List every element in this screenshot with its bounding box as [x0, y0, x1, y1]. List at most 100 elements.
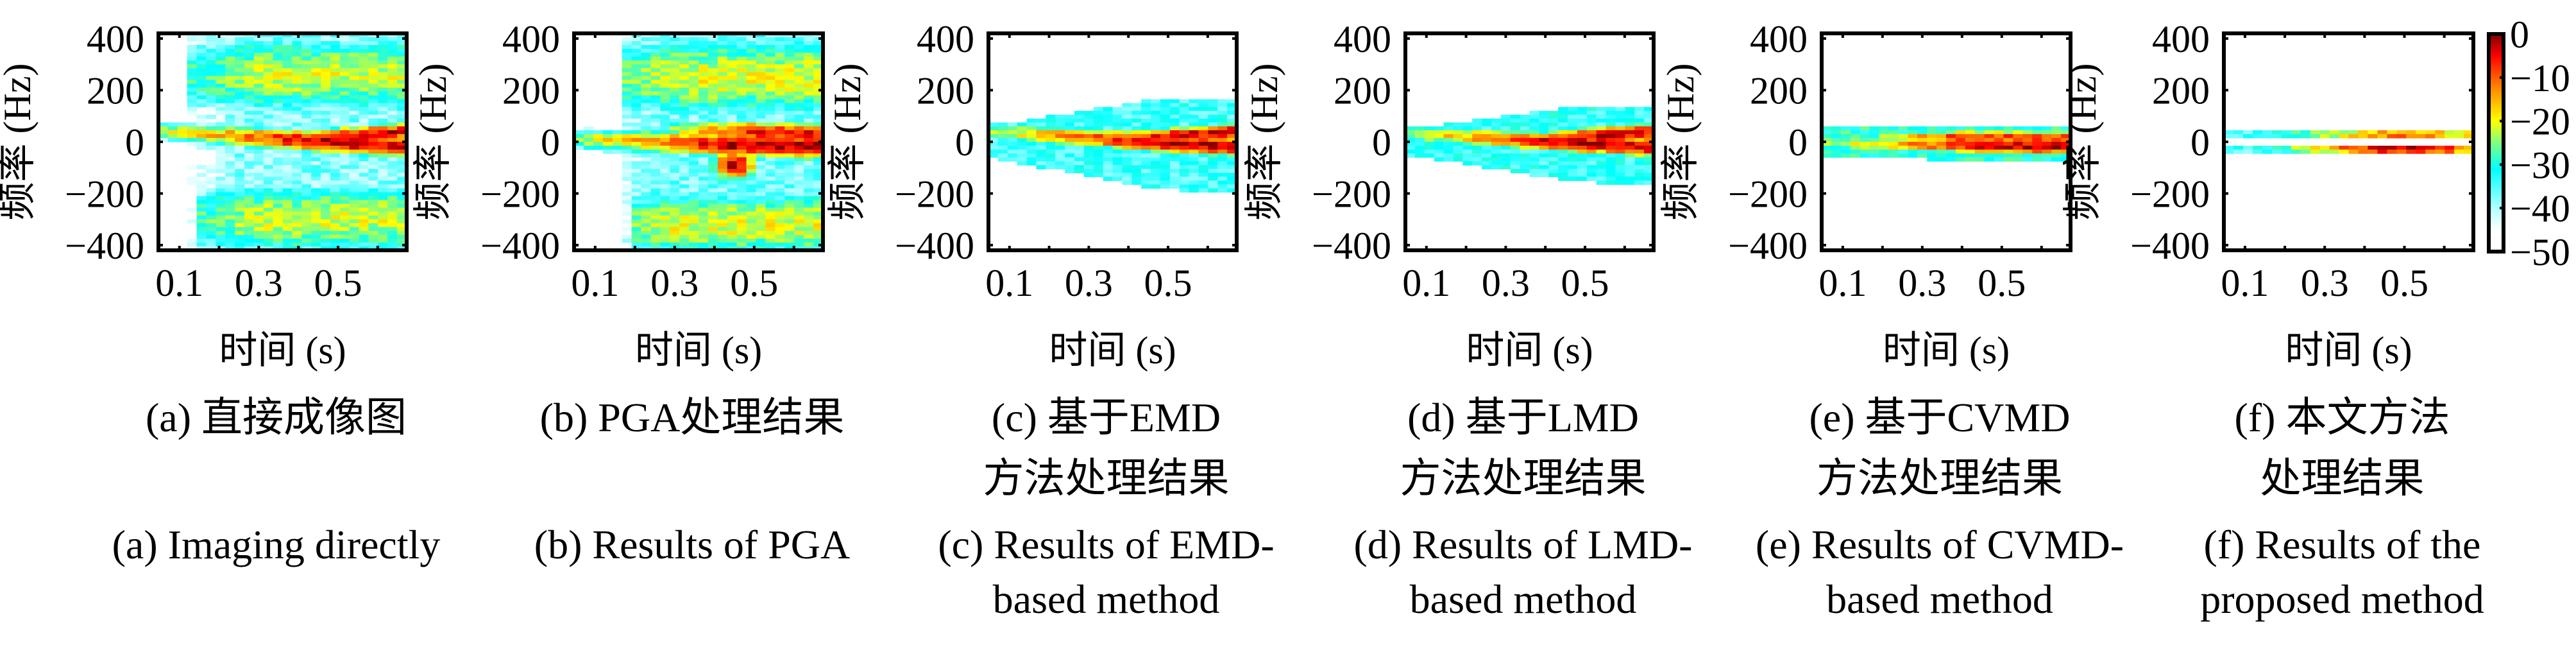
heatmap-cell — [679, 215, 690, 220]
heatmap-cell — [1644, 142, 1654, 146]
heatmap-cell — [263, 153, 274, 158]
y-tick-label: −200 — [2130, 173, 2210, 215]
heatmap-cell — [775, 173, 785, 177]
heatmap-cell — [727, 227, 738, 232]
heatmap-cell — [368, 200, 378, 205]
heatmap-cell — [813, 60, 824, 65]
heatmap-cell — [244, 203, 255, 209]
heatmap-cell — [397, 45, 407, 49]
heatmap-cell — [1065, 153, 1075, 158]
heatmap-cell — [1615, 118, 1625, 123]
heatmap-cell — [235, 173, 245, 177]
heatmap-cell — [765, 95, 775, 100]
heatmap-cell — [1151, 142, 1161, 146]
heatmap-cell — [2416, 146, 2426, 150]
heatmap-cell — [670, 200, 680, 205]
heatmap-cell — [235, 122, 245, 127]
heatmap-cell — [1208, 153, 1218, 158]
heatmap-cell — [679, 49, 690, 53]
x-tick-label: 0.1 — [155, 262, 203, 304]
heatmap-cell — [263, 122, 274, 127]
heatmap-cell — [1831, 146, 1842, 150]
heatmap-cell — [775, 223, 785, 228]
heatmap-cell — [1482, 137, 1492, 142]
heatmap-cell — [387, 45, 398, 49]
heatmap-cell — [794, 176, 804, 181]
heatmap-cell — [378, 53, 388, 57]
heatmap-cell — [689, 211, 699, 216]
heatmap-cell — [349, 114, 360, 119]
heatmap-cell — [273, 68, 284, 73]
heatmap-cell — [292, 130, 302, 135]
heatmap-cell — [292, 180, 302, 185]
y-tick-label: −200 — [1312, 173, 1391, 215]
heatmap-cell — [756, 223, 767, 228]
heatmap-cell — [660, 76, 670, 81]
heatmap-cell — [746, 53, 757, 57]
heatmap-cell — [1946, 142, 1956, 146]
heatmap-cell — [708, 133, 718, 139]
heatmap-cell — [1198, 176, 1208, 181]
heatmap-cell — [699, 219, 709, 224]
heatmap-cell — [368, 150, 378, 154]
heatmap-cell — [206, 200, 216, 205]
heatmap-cell — [622, 150, 632, 154]
heatmap-cell — [2233, 146, 2244, 150]
heatmap-cell — [263, 238, 274, 243]
heatmap-cell — [1898, 137, 1908, 142]
heatmap-cell — [1946, 150, 1956, 154]
heatmap-cell — [2281, 150, 2292, 154]
heatmap-cell — [804, 146, 814, 150]
heatmap-cell — [794, 169, 804, 173]
heatmap-cell — [756, 95, 767, 100]
heatmap-cell — [650, 203, 661, 209]
heatmap-cell — [235, 157, 245, 162]
heatmap-cell — [1179, 130, 1190, 135]
heatmap-cell — [1141, 133, 1151, 139]
heatmap-cell — [1500, 118, 1511, 123]
heatmap-cell — [813, 180, 824, 185]
heatmap-cell — [378, 153, 388, 158]
heatmap-cell — [1472, 153, 1482, 158]
heatmap-cell — [699, 45, 709, 49]
x-tick-label: 0.3 — [235, 262, 283, 304]
heatmap-cell — [1548, 165, 1559, 169]
heatmap-cell — [988, 126, 999, 131]
heatmap-cell — [650, 150, 661, 154]
heatmap-cell — [1472, 150, 1482, 154]
heatmap-cell — [1634, 142, 1645, 146]
heatmap-cell — [765, 180, 775, 185]
heatmap-cell — [765, 118, 775, 123]
heatmap-cell — [206, 203, 216, 209]
heatmap-cell — [794, 188, 804, 193]
heatmap-cell — [1036, 142, 1046, 146]
heatmap-cell — [670, 118, 680, 123]
heatmap-cell — [330, 130, 341, 135]
heatmap-cell — [1198, 153, 1208, 158]
heatmap-cell — [1131, 146, 1142, 150]
heatmap-cell — [784, 200, 795, 205]
heatmap-cell — [235, 110, 245, 116]
heatmap-cell — [196, 238, 207, 243]
heatmap-cell — [622, 207, 632, 212]
heatmap-cell — [273, 56, 284, 61]
heatmap-cell — [756, 234, 767, 239]
heatmap-cell — [794, 157, 804, 162]
heatmap-cell — [339, 176, 350, 181]
heatmap-cell — [282, 173, 292, 177]
heatmap-cell — [339, 83, 350, 89]
heatmap-cell — [765, 192, 775, 197]
heatmap-cell — [311, 169, 321, 173]
heatmap-cell — [794, 150, 804, 154]
heatmap-cell — [1026, 142, 1037, 146]
heatmap-cell — [660, 150, 670, 154]
heatmap-cell — [746, 230, 757, 236]
heatmap-cell — [1007, 130, 1018, 135]
heatmap-cell — [349, 95, 360, 100]
heatmap-cell — [756, 180, 767, 185]
heatmap-cell — [292, 133, 302, 139]
heatmap-cell — [756, 110, 767, 116]
heatmap-cell — [775, 49, 785, 53]
heatmap-cell — [997, 122, 1008, 127]
heatmap-cell — [339, 126, 350, 131]
